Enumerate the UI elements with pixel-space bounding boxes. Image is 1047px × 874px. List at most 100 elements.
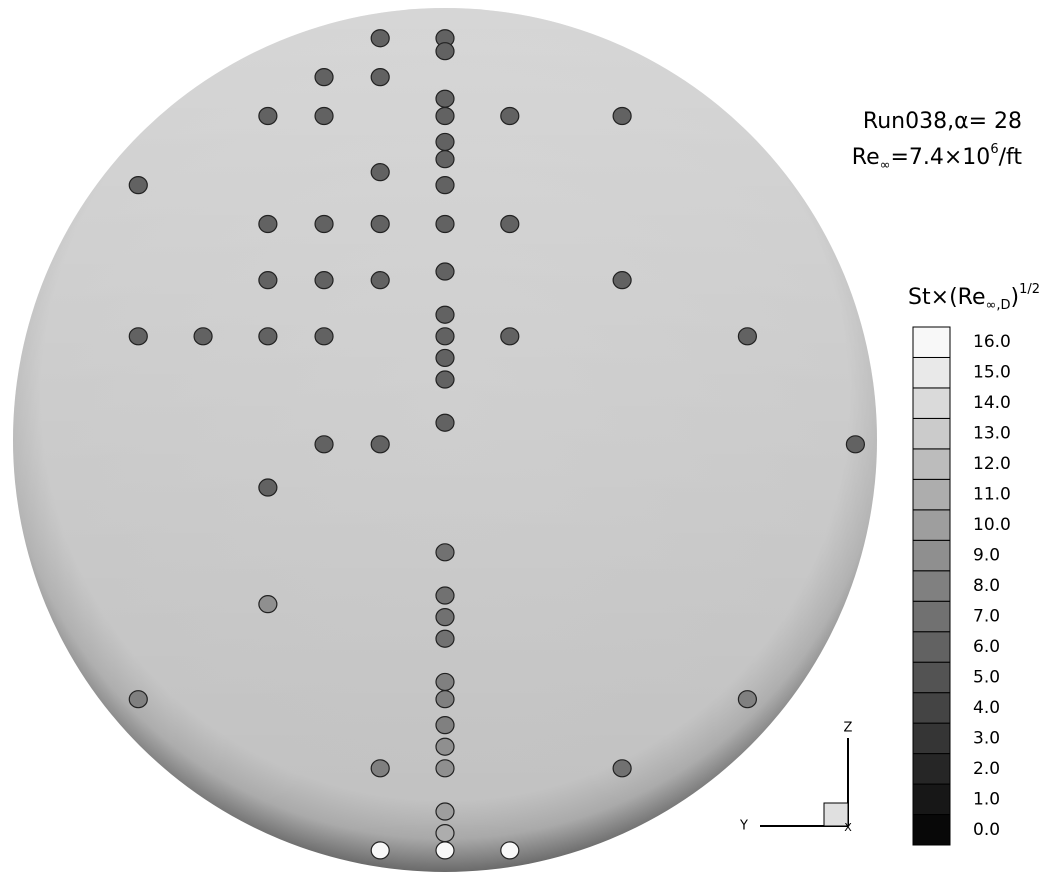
colorbar-tick-label: 10.0	[973, 515, 1011, 535]
gauge-point	[370, 68, 390, 87]
gauge-point	[435, 841, 455, 860]
gauge-point	[258, 327, 278, 346]
gauge-point	[435, 737, 455, 756]
gauge-point	[314, 68, 334, 87]
gauge-point	[435, 327, 455, 346]
text-part: ∞,D	[986, 298, 1011, 313]
colorbar-band	[912, 356, 951, 389]
gauge-point	[435, 759, 455, 778]
colorbar-tick-label: 1.0	[973, 789, 1000, 809]
colorbar-band	[912, 417, 951, 450]
gauge-point	[258, 478, 278, 497]
colorbar-tick-label: 5.0	[973, 667, 1000, 687]
gauge-point	[314, 327, 334, 346]
gauge-point	[314, 271, 334, 290]
chart-title: Run038,α= 28	[863, 109, 1022, 134]
gauge-point	[435, 824, 455, 843]
colorbar-tick-label: 8.0	[973, 576, 1000, 596]
gauge-point	[500, 841, 520, 860]
gauge-point	[435, 262, 455, 281]
gauge-point	[612, 271, 632, 290]
gauge-point	[435, 629, 455, 648]
text-part: St×(Re	[908, 285, 985, 310]
colorbar-band	[912, 600, 951, 633]
colorbar-band	[912, 783, 951, 816]
gauge-point	[500, 106, 520, 126]
colorbar-tick-label: 13.0	[973, 424, 1011, 444]
z-axis-label: Z	[844, 721, 853, 736]
gauge-point	[612, 106, 632, 126]
chart-subtitle: Re∞=7.4×106/ft	[852, 142, 1023, 173]
gauge-point	[435, 89, 455, 108]
gauge-point	[435, 543, 455, 562]
text-part: 1/2	[1019, 282, 1040, 297]
gauge-point	[258, 595, 278, 614]
surface-shade	[13, 8, 877, 872]
gauge-point	[435, 672, 455, 692]
gauge-point	[500, 327, 520, 346]
gauge-point	[370, 29, 390, 48]
colorbar-title: St×(Re∞,D)1/2	[908, 282, 1040, 313]
gauge-point	[737, 690, 758, 709]
gauge-point	[314, 214, 334, 234]
gauge-point	[845, 435, 866, 454]
gauge-point	[370, 759, 390, 778]
gauge-point	[612, 759, 632, 778]
colorbar-band	[912, 570, 951, 602]
gauge-point	[435, 348, 455, 368]
gauge-point	[128, 327, 148, 346]
gauge-point	[435, 802, 455, 821]
gauge-point	[258, 214, 278, 234]
colorbar-band	[912, 448, 951, 480]
gauge-point	[314, 435, 334, 454]
gauge-point	[435, 176, 455, 195]
colorbar-tick-label: 4.0	[973, 698, 1000, 718]
colorbar-band	[912, 692, 951, 724]
colorbar-band	[912, 478, 951, 511]
colorbar-band	[912, 387, 951, 419]
colorbar-tick-label: 12.0	[973, 454, 1011, 474]
gauge-point	[128, 176, 148, 195]
gauge-point	[370, 271, 390, 290]
gauge-point	[370, 841, 390, 860]
colorbar-tick-label: 16.0	[973, 332, 1011, 352]
colorbar-tick-label: 7.0	[973, 606, 1000, 626]
gauge-point	[370, 163, 390, 182]
gauge-point	[435, 106, 455, 126]
gauge-point	[435, 608, 455, 627]
colorbar-tick-label: 3.0	[973, 728, 1000, 748]
gauge-point	[435, 586, 455, 605]
gauge-point	[737, 327, 758, 346]
colorbar-band	[912, 661, 951, 694]
colorbar-band	[912, 326, 951, 358]
text-part: /ft	[999, 145, 1023, 170]
text-part: )	[1010, 285, 1019, 310]
colorbar-band	[912, 753, 951, 785]
axis-triad: Y Z X	[739, 721, 853, 835]
gauge-point	[314, 106, 334, 126]
colorbar-tick-label: 15.0	[973, 363, 1011, 383]
colorbar-band	[912, 539, 951, 572]
gauge-point	[435, 132, 455, 152]
gauge-point	[258, 106, 278, 126]
origin-box	[823, 802, 849, 827]
colorbar-band	[912, 631, 951, 663]
text-part: ∞	[880, 158, 891, 173]
colorbar-band	[912, 814, 951, 846]
gauge-point	[435, 370, 455, 389]
colorbar-band	[912, 722, 951, 755]
y-axis-label: Y	[739, 819, 748, 834]
gauge-point	[435, 716, 455, 735]
gauge-point	[370, 435, 390, 454]
gauge-point	[435, 690, 455, 709]
gauge-point	[258, 271, 278, 290]
gauge-point	[435, 42, 455, 61]
colorbar-tick-label: 14.0	[973, 393, 1011, 413]
gauge-point	[435, 150, 455, 169]
gauge-point	[193, 327, 213, 346]
text-part: Re	[852, 145, 880, 170]
text-part: =7.4×10	[890, 145, 990, 170]
gauge-point	[128, 690, 148, 709]
gauge-point	[500, 214, 520, 234]
